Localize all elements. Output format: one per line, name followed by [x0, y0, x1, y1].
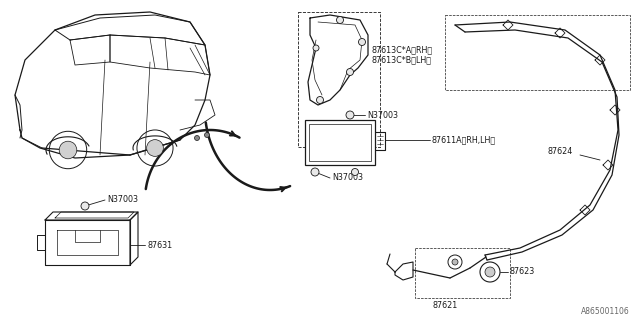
- Text: 87613C*B〈LH〉: 87613C*B〈LH〉: [372, 55, 432, 65]
- Circle shape: [346, 68, 353, 76]
- Text: 87611A〈RH,LH〉: 87611A〈RH,LH〉: [432, 135, 496, 145]
- Text: N37003: N37003: [107, 196, 138, 204]
- Circle shape: [358, 38, 365, 45]
- Circle shape: [205, 132, 209, 138]
- Circle shape: [351, 169, 358, 175]
- Text: N37003: N37003: [367, 110, 398, 119]
- Text: 87624: 87624: [548, 148, 573, 156]
- Circle shape: [195, 135, 200, 140]
- Circle shape: [452, 259, 458, 265]
- Text: 87621: 87621: [433, 300, 458, 309]
- Circle shape: [313, 45, 319, 51]
- Text: 87613C*A〈RH〉: 87613C*A〈RH〉: [372, 45, 433, 54]
- Circle shape: [485, 267, 495, 277]
- Text: 87623: 87623: [510, 268, 535, 276]
- Text: N37003: N37003: [332, 173, 363, 182]
- Text: A865001106: A865001106: [581, 308, 630, 316]
- Circle shape: [317, 97, 323, 103]
- FancyBboxPatch shape: [305, 120, 375, 165]
- Circle shape: [147, 140, 163, 156]
- Circle shape: [81, 202, 89, 210]
- Text: 87631: 87631: [147, 241, 172, 250]
- Circle shape: [311, 168, 319, 176]
- Circle shape: [337, 17, 344, 23]
- Circle shape: [60, 141, 77, 159]
- Circle shape: [346, 111, 354, 119]
